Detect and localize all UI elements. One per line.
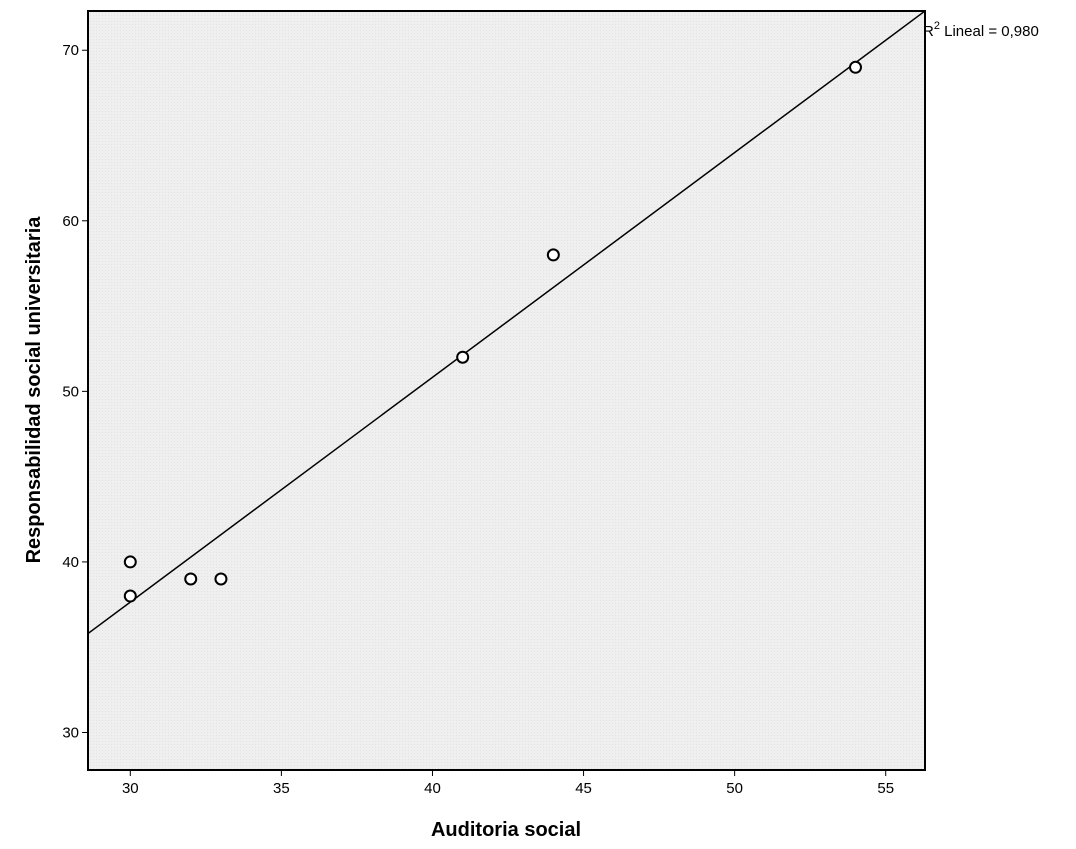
scatter-point <box>546 248 560 262</box>
y-tick-label: 70 <box>62 42 79 59</box>
x-tick-label: 40 <box>424 780 441 797</box>
scatter-point <box>456 350 470 364</box>
y-tick-label: 60 <box>62 213 79 230</box>
plot-frame <box>87 10 926 771</box>
y-axis-title: Responsabilidad social universitaria <box>23 216 45 564</box>
scatter-point <box>849 60 863 74</box>
scatter-point <box>123 589 137 603</box>
plot-area <box>88 11 925 770</box>
x-axis-title: Auditoria social <box>431 819 581 841</box>
r-squared-label: R2 Lineal = 0,980 <box>923 20 1039 40</box>
y-tick-label: 30 <box>62 724 79 741</box>
y-tick-label: 40 <box>62 554 79 571</box>
scatter-point <box>214 572 228 586</box>
x-tick-label: 30 <box>122 780 139 797</box>
scatter-point <box>184 572 198 586</box>
x-tick-label: 35 <box>273 780 290 797</box>
scatter-point <box>123 555 137 569</box>
x-tick-label: 55 <box>877 780 894 797</box>
x-axis: 30 35 40 45 50 55 <box>122 770 894 797</box>
x-tick-label: 45 <box>575 780 592 797</box>
y-tick-label: 50 <box>62 383 79 400</box>
fit-line <box>88 11 925 635</box>
x-tick-label: 50 <box>726 780 743 797</box>
y-axis: 30 40 50 60 70 <box>62 42 88 741</box>
